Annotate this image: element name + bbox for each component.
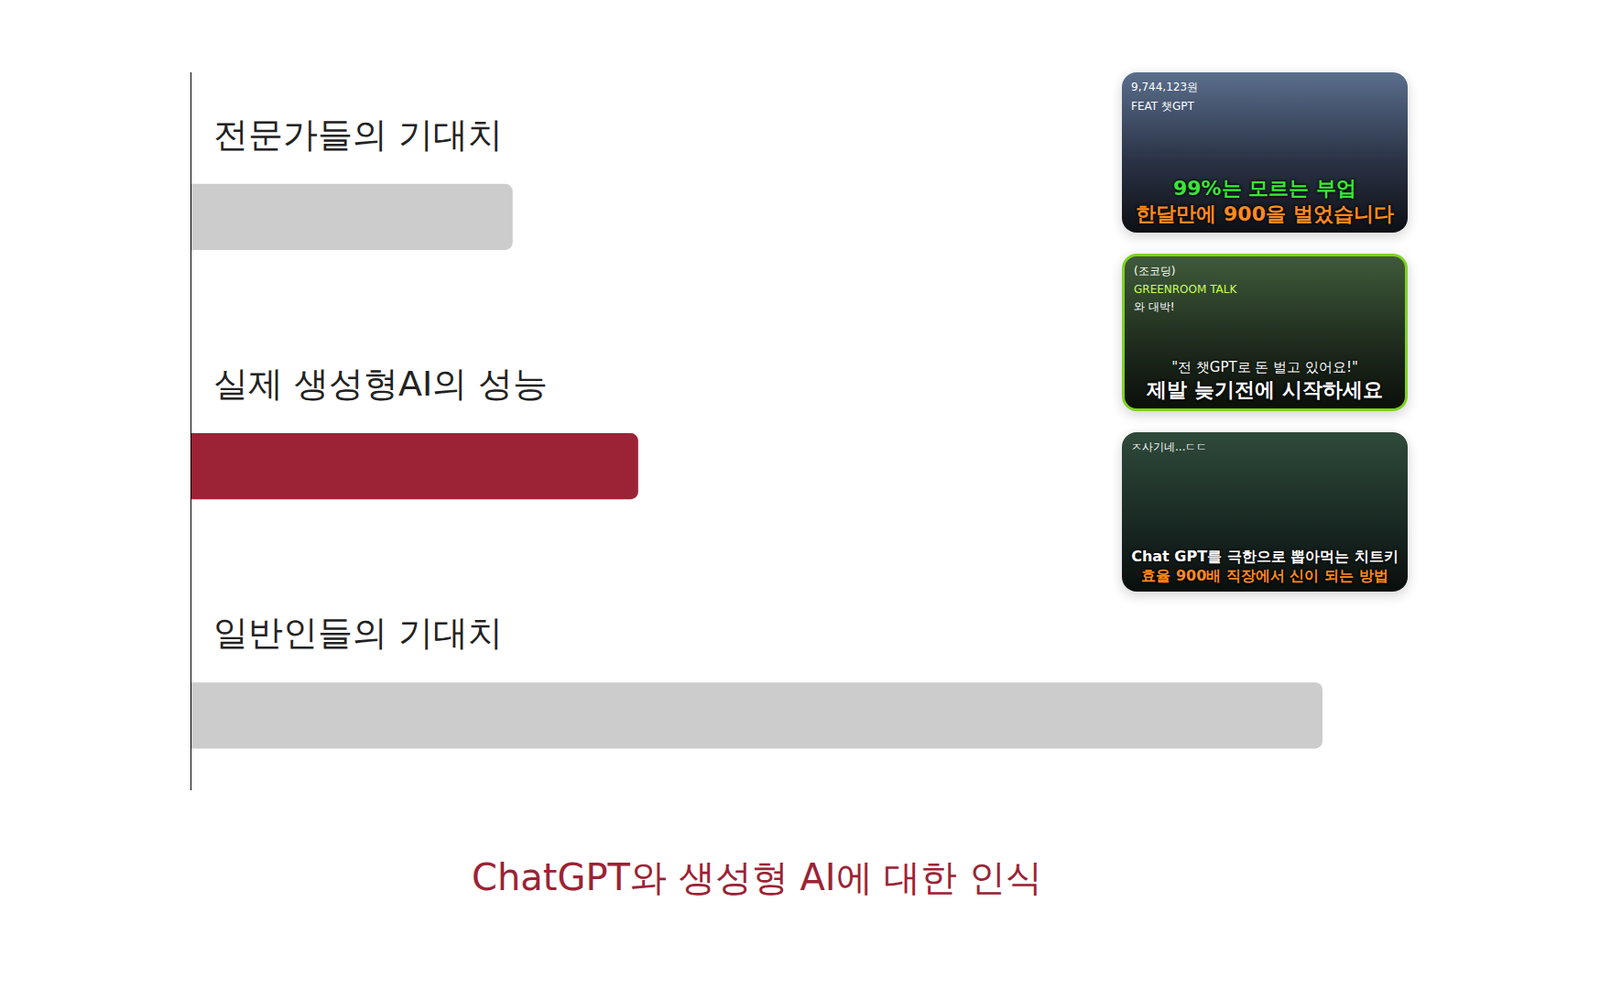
html-text:"전 챗GPT로 돈 벌고 있어요!": "전 챗GPT로 돈 벌고 있어요!": [1171, 358, 1359, 376]
html-text:99%는 모르는 부업: 99%는 모르는 부업: [1173, 177, 1357, 201]
html-text:제발 늦기전에 시작하세요: 제발 늦기전에 시작하세요: [1146, 377, 1383, 401]
svg-text:ChatGPT와 생성형 AI에 대한 인식: ChatGPT와 생성형 AI에 대한 인식: [471, 856, 1043, 899]
html-text:9,744,123원: 9,744,123원: [1131, 80, 1199, 94]
html-text:(조코딩): (조코딩): [1133, 264, 1176, 278]
html-text:와 대박!: 와 대박!: [1133, 300, 1175, 314]
svg-text:전문가들의 기대치: 전문가들의 기대치: [213, 114, 503, 155]
html-text:Chat GPT를 극한으로 뽑아먹는 치트키: Chat GPT를 극한으로 뽑아먹는 치트키: [1131, 547, 1399, 566]
svg-text:일반인들의 기대치: 일반인들의 기대치: [213, 612, 503, 654]
html-text:GREENROOM TALK: GREENROOM TALK: [1133, 282, 1237, 296]
html-text:ㅈ사기네...ㄷㄷ: ㅈ사기네...ㄷㄷ: [1131, 440, 1208, 454]
html-text:효율 900배 직장에서 신이 되는 방법: 효율 900배 직장에서 신이 되는 방법: [1141, 566, 1389, 584]
html-text:한달만에 900을 벌었습니다: 한달만에 900을 벌었습니다: [1136, 202, 1394, 226]
svg-text:실제 생성형AI의 성능: 실제 생성형AI의 성능: [213, 363, 548, 404]
html-text:FEAT 챗GPT: FEAT 챗GPT: [1131, 99, 1195, 113]
